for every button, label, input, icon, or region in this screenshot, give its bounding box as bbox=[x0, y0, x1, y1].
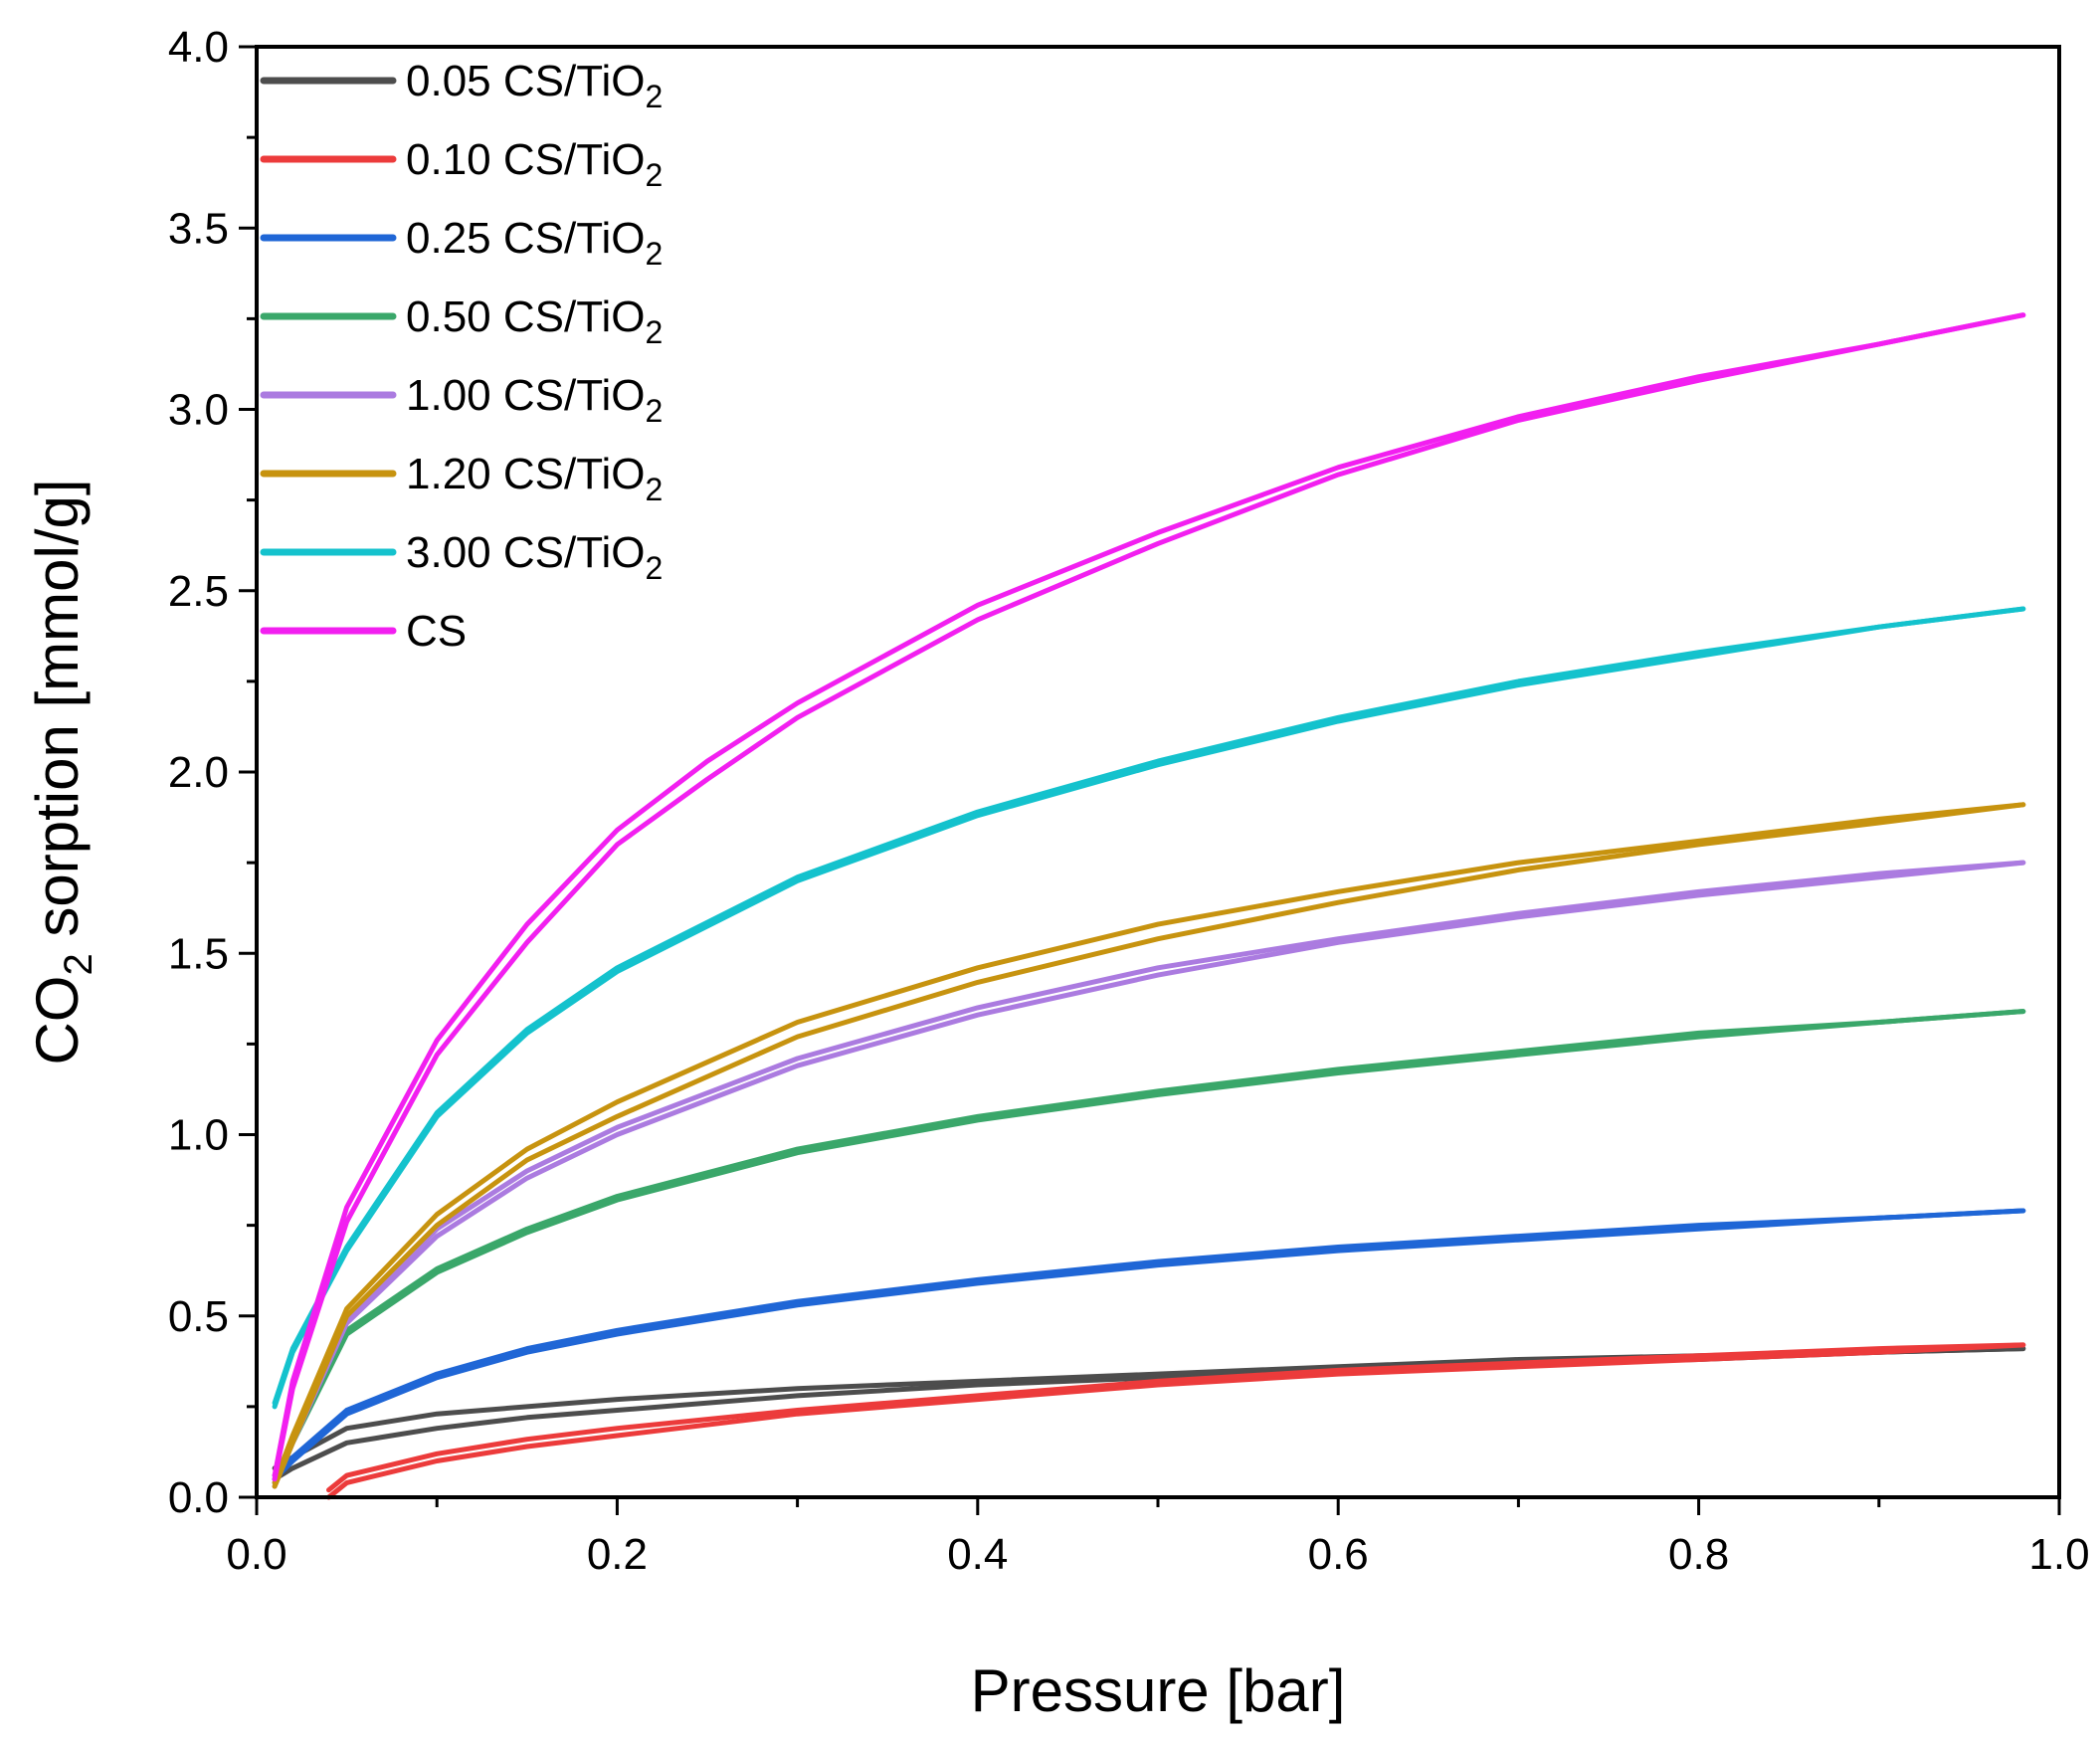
legend-label: 0.05 CS/TiO2 bbox=[406, 57, 663, 114]
legend-label: 3.00 CS/TiO2 bbox=[406, 528, 663, 586]
legend-label-main: CS bbox=[406, 607, 467, 656]
series-line-adsorption bbox=[272, 312, 2026, 1482]
series-line-desorption bbox=[272, 860, 2026, 1485]
legend-label-subscript: 2 bbox=[645, 393, 663, 429]
legend-label: 1.00 CS/TiO2 bbox=[406, 371, 663, 429]
legend-label-main: 0.05 CS/TiO bbox=[406, 57, 645, 105]
y-tick-label: 3.0 bbox=[168, 386, 229, 435]
ticks-layer: 0.0 0.2 0.4 0.6 0.8 1.0 0.0 0.5 1.0 1.5 2.0 2.5 3.0 3… bbox=[168, 23, 2090, 1579]
x-tick-label: 0.8 bbox=[1668, 1530, 1729, 1579]
legend-label: 1.20 CS/TiO2 bbox=[406, 450, 663, 507]
x-tick-label: 0.2 bbox=[587, 1530, 648, 1579]
series-line-desorption bbox=[272, 1208, 2026, 1478]
series-2 bbox=[272, 1208, 2026, 1482]
legend-label-subscript: 2 bbox=[645, 79, 663, 114]
legend-item: 1.20 CS/TiO2 bbox=[260, 450, 663, 507]
series-5 bbox=[272, 802, 2026, 1489]
series-line-desorption bbox=[326, 1342, 2026, 1493]
legend-label-main: 0.10 CS/TiO bbox=[406, 135, 645, 184]
legend-label-subscript: 2 bbox=[645, 236, 663, 272]
legend-label: 0.25 CS/TiO2 bbox=[406, 214, 663, 272]
y-tick-label: 0.0 bbox=[168, 1473, 229, 1522]
y-tick-label: 4.0 bbox=[168, 23, 229, 72]
y-axis-title-subscript: 2 bbox=[57, 953, 100, 975]
legend-label: 0.10 CS/TiO2 bbox=[406, 135, 663, 193]
series-line-adsorption bbox=[326, 1342, 2026, 1500]
series-7 bbox=[272, 312, 2026, 1482]
series-6 bbox=[272, 606, 2026, 1410]
series-line-adsorption bbox=[272, 860, 2026, 1489]
series-layer bbox=[272, 312, 2026, 1500]
legend-item: 0.25 CS/TiO2 bbox=[260, 214, 663, 272]
series-4 bbox=[272, 860, 2026, 1489]
legend-label-main: 0.50 CS/TiO bbox=[406, 292, 645, 341]
series-line-adsorption bbox=[272, 802, 2026, 1489]
x-tick-label: 1.0 bbox=[2028, 1530, 2089, 1579]
legend-item: 0.50 CS/TiO2 bbox=[260, 292, 663, 350]
x-tick-label: 0.0 bbox=[226, 1530, 286, 1579]
legend-label-subscript: 2 bbox=[645, 550, 663, 586]
legend-item: 0.05 CS/TiO2 bbox=[260, 57, 663, 114]
series-3 bbox=[272, 1009, 2026, 1485]
legend-label-main: 1.00 CS/TiO bbox=[406, 371, 645, 420]
x-tick-label: 0.6 bbox=[1308, 1530, 1369, 1579]
y-tick-label: 3.5 bbox=[168, 204, 229, 253]
legend-label-subscript: 2 bbox=[645, 157, 663, 193]
y-tick-label: 1.5 bbox=[168, 929, 229, 978]
legend-item: 3.00 CS/TiO2 bbox=[260, 528, 663, 586]
legend-label-main: 3.00 CS/TiO bbox=[406, 528, 645, 577]
legend-label-subscript: 2 bbox=[645, 472, 663, 507]
y-tick-label: 2.0 bbox=[168, 748, 229, 797]
legend-item: CS bbox=[260, 607, 467, 656]
series-line-desorption bbox=[272, 312, 2026, 1478]
legend-label: CS bbox=[406, 607, 467, 656]
legend-label-subscript: 2 bbox=[645, 314, 663, 350]
y-axis-title: CO2 sorption [mmol/g] bbox=[24, 479, 100, 1065]
series-1 bbox=[326, 1342, 2026, 1500]
y-tick-label: 0.5 bbox=[168, 1292, 229, 1341]
y-axis-title-rest: sorption [mmol/g] bbox=[24, 479, 91, 953]
legend-item: 1.00 CS/TiO2 bbox=[260, 371, 663, 429]
series-line-adsorption bbox=[272, 1208, 2026, 1482]
series-line-adsorption bbox=[272, 1009, 2026, 1485]
legend-item: 0.10 CS/TiO2 bbox=[260, 135, 663, 193]
series-line-desorption bbox=[272, 802, 2026, 1485]
series-line-desorption bbox=[272, 606, 2026, 1406]
x-tick-label: 0.4 bbox=[947, 1530, 1008, 1579]
y-tick-label: 2.5 bbox=[168, 567, 229, 616]
x-axis-title: Pressure [bar] bbox=[971, 1657, 1346, 1724]
series-line-desorption bbox=[272, 1009, 2026, 1482]
legend-label-main: 1.20 CS/TiO bbox=[406, 450, 645, 498]
y-tick-label: 1.0 bbox=[168, 1111, 229, 1160]
y-axis-title-main: CO bbox=[24, 976, 91, 1065]
legend-label-main: 0.25 CS/TiO bbox=[406, 214, 645, 263]
legend-label: 0.50 CS/TiO2 bbox=[406, 292, 663, 350]
